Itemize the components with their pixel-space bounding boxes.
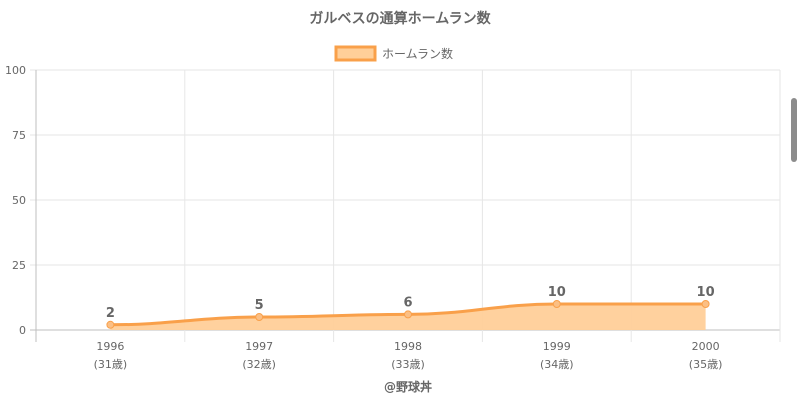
x-tick-label: 2000 <box>692 340 720 353</box>
data-point[interactable] <box>255 313 264 321</box>
y-tick-label: 75 <box>12 129 26 142</box>
x-tick-sublabel: (32歳) <box>242 358 276 371</box>
data-label: 10 <box>548 285 566 300</box>
data-point[interactable] <box>404 310 412 319</box>
series-homeruns <box>106 300 710 330</box>
legend[interactable]: ホームラン数 <box>334 45 453 62</box>
grid <box>30 69 781 342</box>
x-tick-sublabel: (34歳) <box>540 358 574 371</box>
x-tick-sublabel: (31歳) <box>94 358 128 371</box>
x-tick-label: 1996 <box>96 340 124 353</box>
x-tick-label: 1998 <box>394 340 422 353</box>
x-tick-sublabel: (35歳) <box>689 358 723 371</box>
data-label: 5 <box>255 298 264 313</box>
x-tick-label: 1999 <box>543 340 571 353</box>
legend-swatch <box>334 45 377 62</box>
x-tick-sublabel: (33歳) <box>391 358 425 371</box>
data-point[interactable] <box>106 320 115 329</box>
scrollbar-thumb[interactable] <box>791 98 797 162</box>
data-label: 2 <box>106 306 115 321</box>
data-label: 6 <box>403 295 412 310</box>
data-label: 10 <box>697 285 715 300</box>
x-tick-label: 1997 <box>245 340 273 353</box>
chart-title: ガルベスの通算ホームラン数 <box>309 10 491 27</box>
data-point[interactable] <box>552 300 561 308</box>
data-labels: 2 5 6 10 10 <box>106 285 715 321</box>
x-axis: 1996 (31歳) 1997 (32歳) 1998 (33歳) 1999 (34歳) 2000… <box>94 340 723 371</box>
y-axis: 0 25 50 75 100 <box>5 64 26 337</box>
data-point[interactable] <box>701 300 710 308</box>
y-tick-label: 25 <box>12 259 26 272</box>
y-tick-label: 0 <box>19 324 26 337</box>
y-tick-label: 100 <box>5 64 26 77</box>
y-tick-label: 50 <box>12 194 26 207</box>
credit-label: @野球丼 <box>384 379 432 394</box>
legend-label: ホームラン数 <box>382 46 453 61</box>
